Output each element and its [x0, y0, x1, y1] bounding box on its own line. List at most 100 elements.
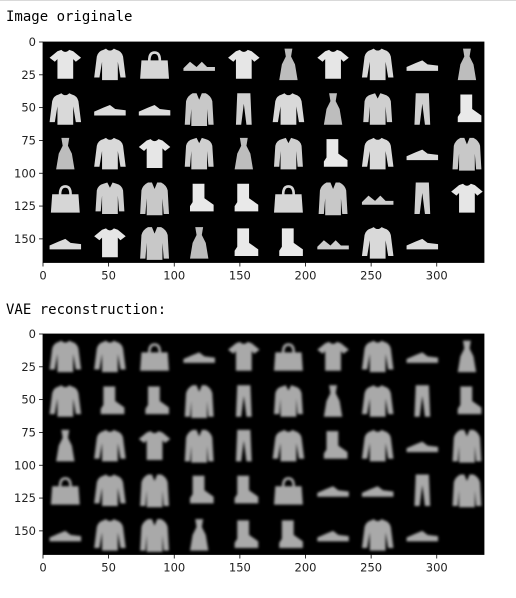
thumbnail-sneaker — [406, 149, 439, 161]
x-tick-label: 150 — [229, 561, 251, 575]
thumbnail-pullover — [361, 385, 394, 417]
y-tick-label: 125 — [14, 491, 36, 505]
thumbnail-sneaker — [361, 486, 394, 497]
x-tick-label: 200 — [295, 269, 317, 283]
thumbnail-sneaker — [317, 486, 349, 497]
thumbnail-coat — [140, 519, 169, 552]
thumbnail-boot — [279, 520, 303, 548]
thumbnail-boot — [323, 139, 348, 167]
thumbnail-sneaker — [406, 441, 439, 453]
output-caption-reconstruction: VAE reconstruction: — [6, 302, 167, 318]
axes-frame — [42, 41, 485, 263]
thumbnail-pullover — [94, 48, 126, 81]
thumbnail-sneaker — [406, 352, 439, 363]
thumbnail-pullover — [361, 340, 394, 373]
y-tick-label: 50 — [21, 393, 36, 407]
y-tick-label: 150 — [14, 524, 36, 538]
thumbnail-boot — [234, 183, 259, 212]
original-images-plot: 0 50 100 150 200 250 300 0 25 50 75 100 125 150 — [14, 35, 485, 283]
thumbnail-sneaker — [49, 530, 82, 542]
thumbnail-tshirt — [94, 228, 126, 258]
thumbnail-boot — [234, 475, 259, 504]
thumbnail-coat — [184, 429, 214, 463]
thumbnail-pullover — [94, 429, 126, 462]
y-tick-label: 100 — [14, 166, 36, 180]
thumbnail-pullover — [272, 429, 305, 462]
thumbnail-boot — [190, 183, 214, 212]
thumbnail-trouser — [235, 385, 252, 417]
thumbnail-sandal — [361, 195, 394, 205]
x-tick-label: 100 — [163, 561, 185, 575]
y-tick-label: 25 — [21, 360, 36, 374]
cell-divider — [0, 0, 516, 1]
x-tick-label: 300 — [426, 269, 448, 283]
thumbnail-sneaker — [406, 238, 439, 250]
thumbnail-grid — [49, 340, 482, 552]
thumbnail-trouser — [235, 93, 252, 125]
thumbnail-pullover — [361, 429, 394, 462]
thumbnail-sneaker — [406, 530, 439, 542]
x-tick-label: 100 — [163, 269, 185, 283]
thumbnail-boot — [100, 386, 125, 415]
axes-frame — [42, 333, 485, 555]
thumbnail-pullover — [94, 340, 126, 373]
y-tick-label: 0 — [29, 327, 36, 341]
thumbnail-coat — [140, 474, 169, 508]
y-tick-label: 100 — [14, 458, 36, 472]
thumbnail-sneaker — [49, 238, 82, 250]
x-tick-label: 250 — [360, 561, 382, 575]
thumbnail-boot — [190, 475, 214, 504]
thumbnail-dress — [56, 137, 75, 170]
thumbnail-trouser — [414, 93, 431, 125]
thumbnail-bag — [140, 343, 169, 371]
thumbnail-boot — [323, 431, 348, 459]
thumbnail-dress — [56, 429, 75, 462]
thumbnail-coat — [184, 93, 214, 126]
thumbnail-boot — [234, 228, 259, 256]
thumbnail-bag — [274, 185, 303, 213]
thumbnail-tshirt — [228, 49, 260, 79]
thumbnail-coat — [184, 385, 214, 418]
thumbnail-sandal — [317, 240, 349, 250]
thumbnail-sneaker — [94, 105, 126, 116]
thumbnail-pullover — [94, 474, 126, 506]
thumbnail-dress — [323, 93, 343, 125]
thumbnail-shirt — [95, 182, 125, 214]
thumbnail-tshirt — [228, 341, 260, 371]
thumbnail-boot — [457, 94, 482, 123]
y-tick-label: 150 — [14, 232, 36, 246]
thumbnail-trouser — [414, 385, 431, 417]
thumbnail-bag — [50, 477, 80, 505]
thumbnail-sandal — [183, 61, 215, 71]
thumbnail-dress — [190, 519, 209, 551]
y-tick-label: 0 — [29, 35, 36, 49]
thumbnail-coat — [452, 429, 482, 463]
thumbnail-dress — [457, 340, 477, 373]
y-tick-label: 75 — [21, 425, 36, 439]
x-tick-label: 300 — [426, 561, 448, 575]
x-tick-label: 250 — [360, 269, 382, 283]
thumbnail-bag — [274, 477, 303, 505]
thumbnail-pullover — [94, 519, 126, 551]
thumbnail-shirt — [184, 137, 214, 170]
x-tick-label: 50 — [101, 561, 116, 575]
thumbnail-tshirt — [138, 139, 171, 168]
thumbnail-tshirt — [451, 183, 483, 213]
thumbnail-coat — [452, 137, 482, 171]
thumbnail-pullover — [361, 519, 394, 551]
thumbnail-coat — [140, 182, 169, 216]
thumbnail-pullover — [94, 137, 126, 170]
thumbnail-grid — [49, 48, 483, 260]
thumbnail-pullover — [49, 93, 82, 125]
thumbnail-boot — [234, 520, 259, 548]
thumbnail-dress — [279, 48, 298, 81]
thumbnail-bag — [274, 343, 303, 371]
thumbnail-tshirt — [49, 49, 82, 79]
thumbnail-shirt — [274, 137, 303, 170]
thumbnail-pullover — [49, 340, 82, 373]
x-tick-label: 0 — [39, 561, 46, 575]
thumbnail-trouser — [235, 429, 252, 462]
thumbnail-pullover — [361, 48, 394, 81]
thumbnail-sneaker — [183, 352, 215, 363]
